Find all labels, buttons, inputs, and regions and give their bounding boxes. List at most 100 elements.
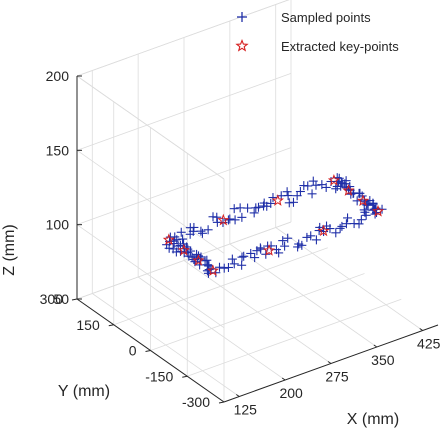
gridline-floor-y [113,247,328,326]
gridline-side-z [76,221,292,300]
gridline-floor-y [150,273,365,351]
sampled-point [360,207,370,217]
keypoint-marker [271,194,284,206]
sampled-point [288,197,298,207]
sampled-point [237,260,247,270]
keypoint-marker [317,224,330,237]
keypoint-marker [262,244,276,256]
x-tick-label: 125 [234,402,258,418]
y-tick [182,375,188,378]
keypoint-marker [342,184,355,196]
legend-label-keypoints: Extracted key-points [281,39,399,54]
y-tick [145,350,151,352]
legend-marker-sampled [237,12,247,22]
sampled-point [168,244,178,254]
sampled-point [229,204,239,214]
legend-label-sampled: Sampled points [281,10,371,25]
z-tick-label: 200 [46,68,70,84]
sampled-point [359,205,369,215]
sampled-point [195,260,205,270]
sampled-point [341,219,351,229]
grid-layer [76,0,439,403]
sampled-point [302,232,312,242]
sampled-point [237,252,247,262]
sampled-point [266,198,276,208]
sampled-point [335,223,345,233]
sampled-point [227,254,237,264]
sampled-point [223,262,233,272]
keypoint-marker [177,243,190,256]
sampled-point [184,251,194,261]
z-tick-label: 50 [53,291,69,307]
sampled-point [293,242,303,252]
x-tick [419,328,423,331]
gridline-wall-z [76,224,225,328]
x-tick-label: 200 [279,385,303,401]
sampled-point [268,193,278,203]
x-axis-label: X (mm) [347,411,399,428]
sampled-point [274,248,284,258]
legend-marker-keypoints [235,38,249,52]
sampled-point [282,187,292,197]
y-tick-label: -300 [182,394,210,410]
y-tick-label: -150 [145,368,173,384]
sampled-point [243,203,253,213]
sampled-point [337,221,347,231]
sampled-point [237,212,247,222]
sampled-point [306,231,316,241]
sampled-point [250,253,260,263]
x-tick-label: 425 [417,336,441,352]
sampled-point [311,235,321,245]
gridline-edge [76,0,290,77]
sampled-point [203,225,213,235]
keypoint-marker [327,173,341,186]
sampled-point [303,181,313,191]
sampled-point [321,182,331,192]
y-tick-label: 150 [76,317,100,333]
sampled-point [229,259,239,269]
sampled-point [188,226,198,236]
sampled-point [331,228,341,238]
sampled-point [197,228,207,238]
gridline-side-z [76,72,292,151]
x-tick-label: 275 [325,369,349,385]
data-layer [162,173,387,278]
sampled-point [196,226,206,236]
keypoint-marker [356,194,370,207]
sampled-point [252,246,262,256]
sampled-point [319,227,329,237]
sampled-point [246,248,256,258]
sampled-point [343,213,353,223]
sampled-point [283,191,293,201]
sampled-point [253,202,263,212]
sampled-point [256,244,266,254]
x-tick [236,394,240,397]
sampled-point [331,184,341,194]
sampled-point [176,227,186,237]
sampled-point [307,189,317,199]
keypoint-marker [371,204,385,217]
x-tick [373,344,378,348]
sampled-point [283,233,293,243]
y-tick [71,298,78,301]
sampled-point [314,226,324,236]
sampled-point [189,222,199,232]
keypoint-marker [206,264,220,276]
keypoint-marker [162,233,175,246]
keypoint-marker [192,254,205,266]
sampled-point [212,212,222,222]
y-tick [108,324,114,327]
sampled-point [249,208,259,218]
legend: Sampled points Extracted key-points [235,10,399,54]
y-tick [218,401,225,404]
sampled-point [311,180,321,190]
sampled-point [295,186,305,196]
sampled-point [219,263,229,273]
y-tick-label: 300 [40,291,64,307]
keypoint-marker [217,213,230,226]
sampled-point [368,205,378,215]
x-tick-label: 350 [371,352,395,368]
sampled-point [356,215,366,225]
